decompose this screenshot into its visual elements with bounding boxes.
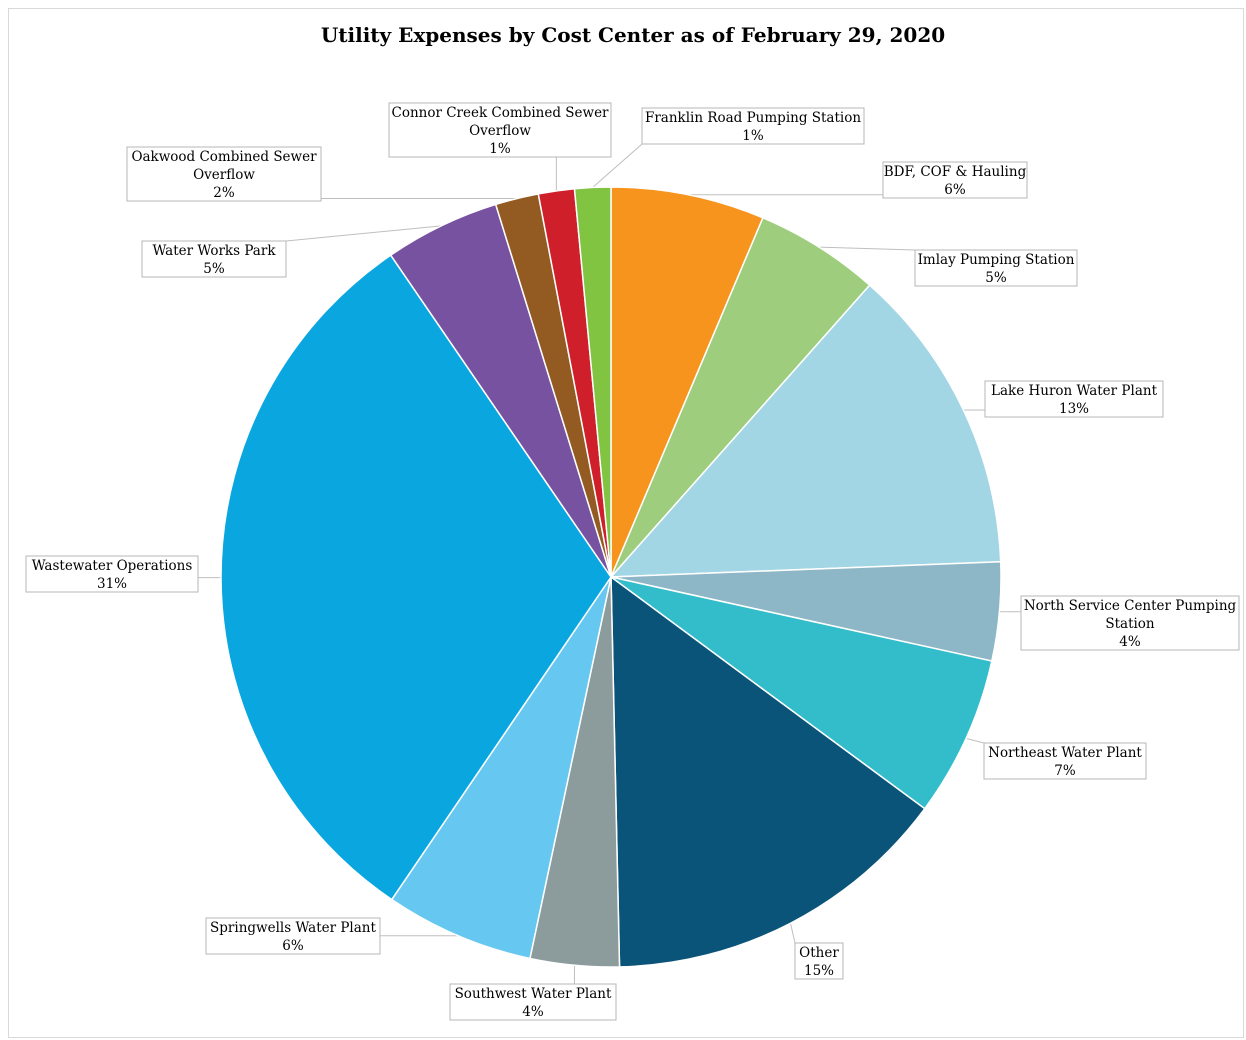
slice-percent-label: 5% <box>203 261 225 277</box>
data-label-7: Southwest Water Plant 4% <box>449 983 617 1021</box>
leader-line-2 <box>819 246 916 251</box>
leader-line-13 <box>592 143 643 188</box>
chart-frame: Utility Expenses by Cost Center as of Fe… <box>8 8 1244 1038</box>
slice-category-label: Wastewater Operations <box>32 558 193 574</box>
slice-category-label: Water Works Park <box>152 243 276 259</box>
slice-percent-label: 31% <box>97 576 127 592</box>
slice-category-label: Lake Huron Water Plant <box>991 383 1158 399</box>
data-label-5: Northeast Water Plant 7% <box>983 742 1147 780</box>
data-label-box <box>25 555 199 593</box>
slice-category-label: Other <box>799 945 839 961</box>
slice-percent-label: 4% <box>1119 634 1141 650</box>
slice-category-label: Overflow <box>469 123 531 139</box>
data-label-box <box>205 917 381 955</box>
data-label-2: Imlay Pumping Station 5% <box>914 249 1078 287</box>
leader-line-6 <box>790 923 796 944</box>
data-label-13: Franklin Road Pumping Station 1% <box>641 107 865 145</box>
slice-category-label: Overflow <box>193 167 255 183</box>
slice-percent-label: 1% <box>742 128 764 144</box>
data-label-3: Lake Huron Water Plant 13% <box>984 380 1164 418</box>
pie-slice-5 <box>610 576 993 810</box>
slice-percent-label: 13% <box>1059 401 1089 417</box>
data-label-1: BDF, COF & Hauling 6% <box>882 161 1028 199</box>
data-label-6: Other 15% <box>794 942 844 980</box>
slice-percent-label: 2% <box>213 185 235 201</box>
data-label-box <box>449 983 617 1021</box>
pie-slice-13 <box>573 186 612 578</box>
slice-category-label: North Service Center Pumping <box>1024 598 1237 614</box>
slice-category-label: Oakwood Combined Sewer <box>131 149 317 165</box>
data-label-box <box>641 107 865 145</box>
pie-slice-1 <box>610 186 764 578</box>
data-label-box <box>914 249 1078 287</box>
slice-category-label: Southwest Water Plant <box>455 986 612 1002</box>
slice-percent-label: 15% <box>804 963 834 979</box>
slice-category-label: Connor Creek Combined Sewer <box>391 105 609 121</box>
slice-percent-label: 1% <box>489 141 511 157</box>
pie-slice-9 <box>220 254 612 901</box>
leader-lines <box>198 143 1021 984</box>
slice-category-label: Station <box>1105 616 1155 632</box>
data-label-box <box>794 942 844 980</box>
data-label-8: Springwells Water Plant 6% <box>205 917 381 955</box>
data-label-12: Connor Creek Combined Sewer Overflow 1% <box>388 102 612 158</box>
pie-slices <box>220 186 1002 968</box>
leader-line-5 <box>965 737 985 744</box>
slice-percent-label: 6% <box>944 182 966 198</box>
leader-line-10 <box>285 225 442 242</box>
pie-slice-6 <box>610 575 926 968</box>
slice-category-label: BDF, COF & Hauling <box>884 164 1027 180</box>
slice-category-label: Imlay Pumping Station <box>918 252 1075 268</box>
data-label-box <box>984 380 1164 418</box>
pie-slice-3 <box>609 284 1002 578</box>
data-label-box <box>141 240 287 278</box>
data-label-9: Wastewater Operations 31% <box>25 555 199 593</box>
data-labels: BDF, COF & Hauling 6% Imlay Pumping Statio… <box>25 102 1240 1021</box>
data-label-box <box>388 102 612 158</box>
pie-slice-8 <box>390 576 612 960</box>
data-label-box <box>882 161 1028 199</box>
chart-title: Utility Expenses by Cost Center as of Fe… <box>321 23 945 47</box>
slice-percent-label: 5% <box>985 270 1007 286</box>
slice-percent-label: 7% <box>1054 763 1076 779</box>
data-label-4: North Service Center Pumping Station 4% <box>1020 595 1240 651</box>
data-label-10: Water Works Park 5% <box>141 240 287 278</box>
slice-category-label: Northeast Water Plant <box>988 745 1142 761</box>
data-label-box <box>983 742 1147 780</box>
slice-percent-label: 4% <box>522 1004 544 1020</box>
data-label-11: Oakwood Combined Sewer Overflow 2% <box>126 146 322 202</box>
slice-percent-label: 6% <box>282 938 304 954</box>
pie-chart: Utility Expenses by Cost Center as of Fe… <box>25 23 1240 1021</box>
slice-category-label: Franklin Road Pumping Station <box>645 110 861 126</box>
data-label-box <box>126 146 322 202</box>
data-label-box <box>1020 595 1240 651</box>
slice-category-label: Springwells Water Plant <box>210 920 376 936</box>
